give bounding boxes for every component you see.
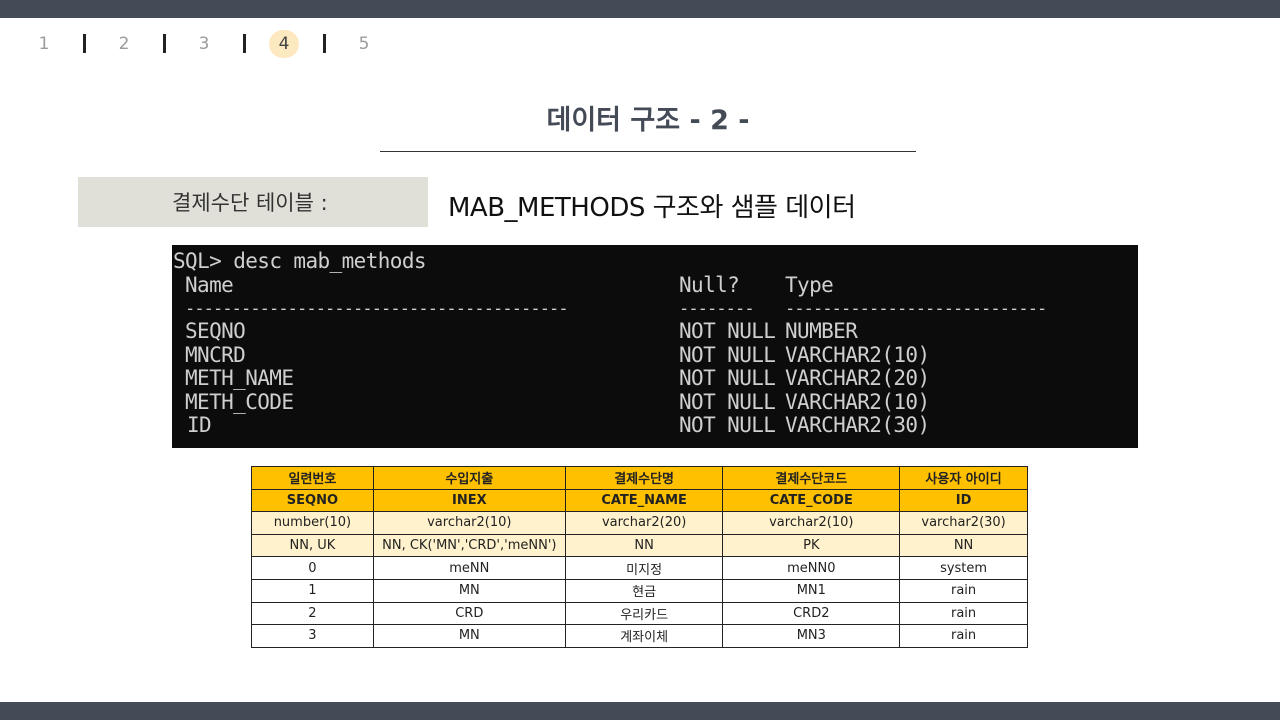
table-header-row-kr: 일련번호 수입지출 결제수단명 결제수단코드 사용자 아이디 bbox=[251, 466, 1028, 490]
page-separator bbox=[163, 34, 166, 53]
table-row: 3 MN 계좌이체 MN3 rain bbox=[251, 624, 1028, 648]
table-cell: 1 bbox=[251, 578, 374, 603]
table-header-cell: 사용자 아이디 bbox=[899, 466, 1028, 490]
bottom-bar bbox=[0, 702, 1280, 720]
console-row-name: METH_NAME bbox=[185, 366, 294, 390]
page-1[interactable]: 1 bbox=[38, 34, 50, 54]
console-row-null: NOT NULL bbox=[679, 413, 776, 437]
console-row-type: NUMBER bbox=[785, 319, 858, 343]
console-command: SQL> desc mab_methods bbox=[173, 249, 427, 273]
console-row-name: METH_CODE bbox=[185, 390, 294, 414]
top-bar bbox=[0, 0, 1280, 18]
table-cell: varchar2(20) bbox=[564, 511, 724, 535]
table-cell: 계좌이체 bbox=[564, 624, 724, 648]
table-type-row: number(10) varchar2(10) varchar2(20) var… bbox=[251, 511, 1028, 535]
console-header-type: Type bbox=[785, 273, 834, 297]
console-row-null: NOT NULL bbox=[679, 343, 776, 367]
section-subtitle: MAB_METHODS 구조와 샘플 데이터 bbox=[448, 193, 856, 223]
table-cell: MN bbox=[372, 624, 566, 648]
page-3[interactable]: 3 bbox=[198, 34, 210, 54]
table-cell: 현금 bbox=[564, 578, 724, 603]
sample-data-table: 일련번호 수입지출 결제수단명 결제수단코드 사용자 아이디 SEQNO INE… bbox=[251, 466, 1028, 648]
table-cell: 3 bbox=[251, 624, 374, 648]
title-underline bbox=[380, 151, 916, 152]
slide-title: 데이터 구조 - 2 - bbox=[546, 105, 750, 136]
table-cell: NN, UK bbox=[251, 533, 374, 558]
console-header-null: Null? bbox=[679, 273, 740, 297]
page-4[interactable]: 4 bbox=[269, 30, 299, 58]
table-cell: MN bbox=[372, 578, 566, 603]
table-cell: 2 bbox=[251, 601, 374, 626]
table-header-cell: CATE_NAME bbox=[564, 488, 724, 513]
table-cell: NN bbox=[899, 533, 1028, 558]
console-row-null: NOT NULL bbox=[679, 319, 776, 343]
table-cell: varchar2(30) bbox=[899, 511, 1028, 535]
console-separator-type: ---------------------------- bbox=[785, 299, 1047, 319]
table-cell: 우리카드 bbox=[564, 601, 724, 626]
table-header-cell: 결제수단코드 bbox=[722, 466, 901, 490]
console-row-type: VARCHAR2(20) bbox=[785, 366, 930, 390]
table-header-cell: SEQNO bbox=[251, 488, 374, 513]
section-label-box: 결제수단 테이블 : bbox=[78, 177, 428, 227]
table-header-cell: 결제수단명 bbox=[564, 466, 724, 490]
table-header-cell: CATE_CODE bbox=[722, 488, 901, 513]
table-header-cell: ID bbox=[899, 488, 1028, 513]
console-row-name: MNCRD bbox=[185, 343, 246, 367]
table-cell: meNN bbox=[372, 556, 566, 580]
table-cell: rain bbox=[899, 601, 1028, 626]
table-cell: system bbox=[899, 556, 1028, 580]
page-separator bbox=[323, 34, 326, 53]
table-cell: PK bbox=[722, 533, 901, 558]
page-5[interactable]: 5 bbox=[358, 34, 370, 54]
console-row-type: VARCHAR2(30) bbox=[785, 413, 930, 437]
console-row-name: ID bbox=[187, 413, 212, 437]
table-cell: 0 bbox=[251, 556, 374, 580]
console-row-null: NOT NULL bbox=[679, 390, 776, 414]
table-cell: MN3 bbox=[722, 624, 901, 648]
section-label: 결제수단 테이블 : bbox=[172, 191, 328, 215]
console-header-name: Name bbox=[185, 273, 234, 297]
table-cell: rain bbox=[899, 578, 1028, 603]
console-separator-name: ----------------------------------------… bbox=[185, 299, 569, 319]
table-cell: meNN0 bbox=[722, 556, 901, 580]
table-cell: 미지정 bbox=[564, 556, 724, 580]
table-row: 1 MN 현금 MN1 rain bbox=[251, 578, 1028, 603]
table-cell: varchar2(10) bbox=[372, 511, 566, 535]
table-cell: CRD bbox=[372, 601, 566, 626]
sql-console: SQL> desc mab_methods Name Null? Type --… bbox=[172, 245, 1138, 448]
console-separator-null: -------- bbox=[679, 299, 755, 319]
table-row: 2 CRD 우리카드 CRD2 rain bbox=[251, 601, 1028, 626]
table-header-cell: 일련번호 bbox=[251, 466, 374, 490]
page-2[interactable]: 2 bbox=[118, 34, 130, 54]
table-cell: MN1 bbox=[722, 578, 901, 603]
table-cell: number(10) bbox=[251, 511, 374, 535]
table-header-cell: INEX bbox=[372, 488, 566, 513]
table-cell: NN, CK('MN','CRD','meNN') bbox=[372, 533, 566, 558]
console-row-type: VARCHAR2(10) bbox=[785, 343, 930, 367]
page-separator bbox=[243, 34, 246, 53]
table-header-cell: 수입지출 bbox=[372, 466, 566, 490]
table-row: 0 meNN 미지정 meNN0 system bbox=[251, 556, 1028, 580]
table-constraint-row: NN, UK NN, CK('MN','CRD','meNN') NN PK N… bbox=[251, 533, 1028, 558]
table-header-row-en: SEQNO INEX CATE_NAME CATE_CODE ID bbox=[251, 488, 1028, 513]
console-row-name: SEQNO bbox=[185, 319, 246, 343]
table-cell: NN bbox=[564, 533, 724, 558]
console-row-type: VARCHAR2(10) bbox=[785, 390, 930, 414]
table-cell: rain bbox=[899, 624, 1028, 648]
table-cell: CRD2 bbox=[722, 601, 901, 626]
table-cell: varchar2(10) bbox=[722, 511, 901, 535]
console-row-null: NOT NULL bbox=[679, 366, 776, 390]
page-separator bbox=[83, 34, 86, 53]
